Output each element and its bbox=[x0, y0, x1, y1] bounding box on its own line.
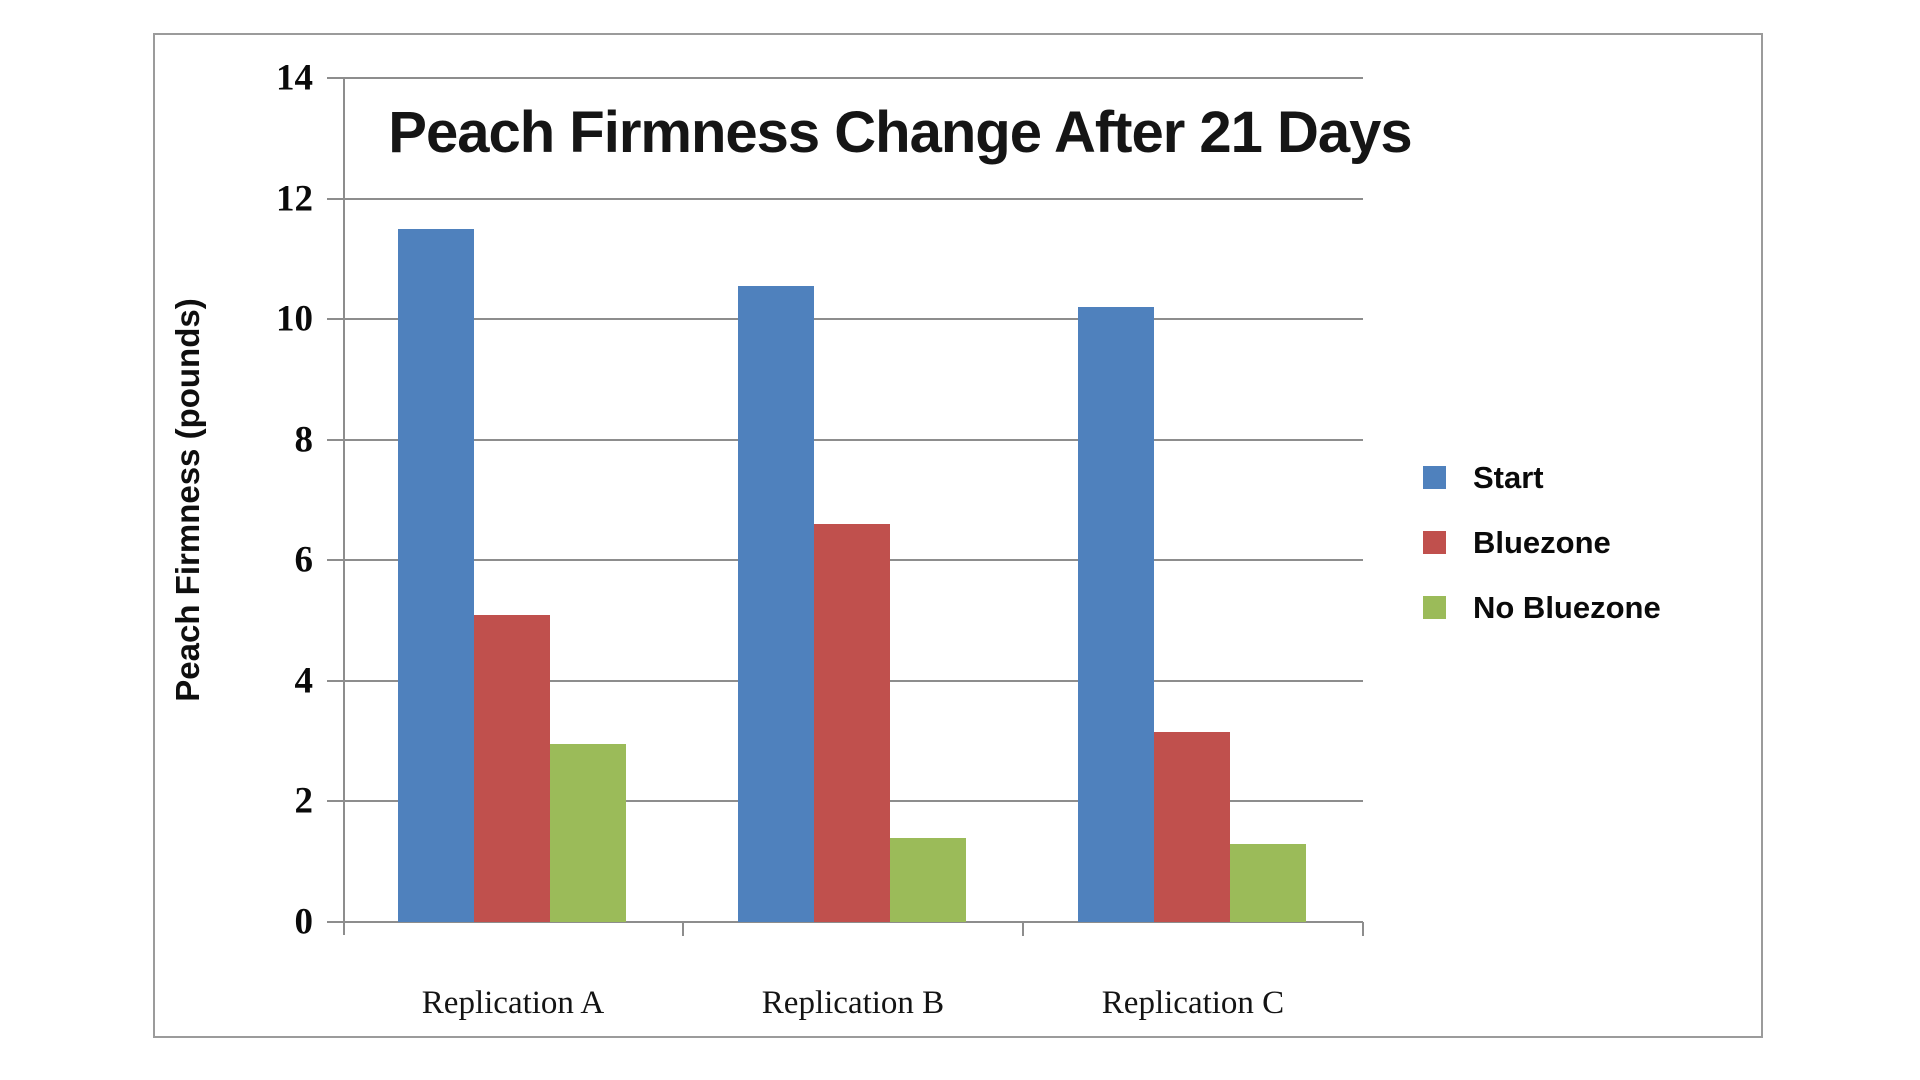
bar-start bbox=[738, 285, 814, 922]
bar-start bbox=[1078, 307, 1154, 922]
gridline bbox=[343, 77, 1363, 79]
legend-swatch-start bbox=[1423, 465, 1446, 489]
y-axis-line bbox=[343, 78, 345, 935]
bar-start bbox=[398, 228, 474, 922]
legend-label: Bluezone bbox=[1473, 524, 1611, 560]
x-category-label: Replication A bbox=[421, 985, 605, 1021]
legend-swatch-no-bluezone bbox=[1423, 595, 1446, 619]
bar-bluezone bbox=[1154, 732, 1230, 922]
y-axis-tick bbox=[327, 197, 351, 200]
x-category-label: Replication B bbox=[761, 985, 945, 1021]
legend-item: No Bluezone bbox=[1423, 592, 1661, 623]
y-tick-label: 12 bbox=[276, 178, 313, 220]
bar-no-bluezone bbox=[890, 837, 966, 922]
y-tick-label: 2 bbox=[294, 780, 314, 822]
legend-swatch-bluezone bbox=[1423, 530, 1446, 554]
gridline bbox=[343, 921, 1363, 923]
y-axis-tick bbox=[327, 438, 351, 441]
y-axis-tick bbox=[327, 559, 351, 562]
y-axis-title: Peach Firmness (pounds) bbox=[169, 298, 206, 702]
y-axis-tick bbox=[327, 77, 351, 79]
y-tick-label: 0 bbox=[294, 901, 314, 943]
y-axis-tick bbox=[327, 800, 351, 803]
chart-title: Peach Firmness Change After 21 Days bbox=[388, 100, 1412, 165]
x-axis-tick bbox=[1022, 922, 1024, 936]
bar-no-bluezone bbox=[550, 744, 626, 922]
y-tick-label: 6 bbox=[294, 539, 314, 581]
legend-item: Bluezone bbox=[1423, 527, 1611, 558]
y-axis-tick bbox=[327, 318, 351, 321]
y-tick-label: 14 bbox=[276, 57, 313, 99]
gridline bbox=[343, 318, 1363, 321]
y-axis-tick bbox=[327, 921, 351, 923]
legend-label: Start bbox=[1473, 459, 1544, 495]
gridline bbox=[343, 197, 1363, 200]
gridline bbox=[343, 438, 1363, 441]
y-tick-label: 8 bbox=[294, 419, 314, 461]
bar-bluezone bbox=[814, 524, 890, 922]
x-category-label: Replication C bbox=[1101, 985, 1285, 1021]
y-tick-label: 10 bbox=[276, 298, 313, 340]
bar-bluezone bbox=[474, 614, 550, 922]
legend-item: Start bbox=[1423, 462, 1544, 493]
x-axis-tick bbox=[682, 922, 684, 936]
chart-container: Peach Firmness Change After 21 Days Peac… bbox=[153, 33, 1763, 1038]
legend-label: No Bluezone bbox=[1473, 589, 1661, 625]
y-axis-tick bbox=[327, 679, 351, 682]
x-axis-tick bbox=[1362, 922, 1364, 936]
bar-no-bluezone bbox=[1230, 843, 1306, 922]
y-tick-label: 4 bbox=[294, 660, 314, 702]
